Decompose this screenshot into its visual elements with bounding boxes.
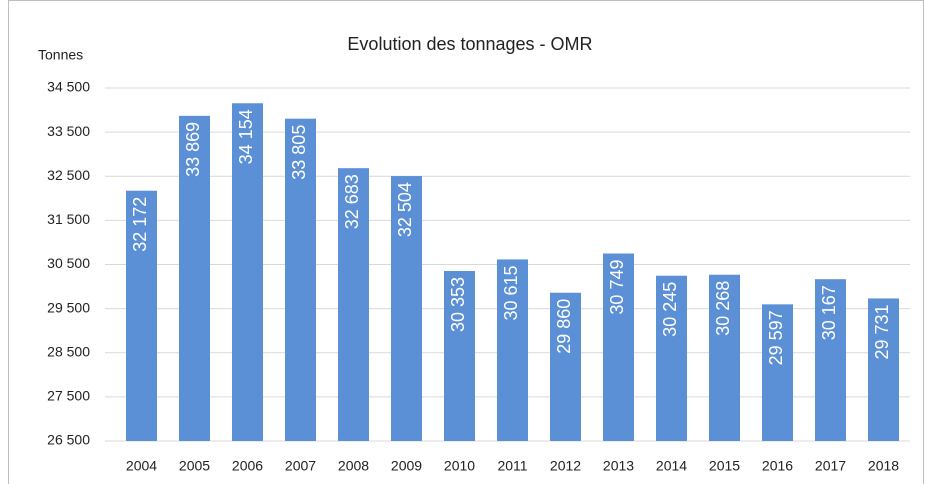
x-tick-label: 2005 bbox=[179, 458, 210, 474]
bar bbox=[497, 259, 528, 441]
value-label: 29 597 bbox=[766, 310, 786, 365]
x-tick-label: 2012 bbox=[550, 458, 581, 474]
bar bbox=[338, 168, 369, 442]
bar bbox=[285, 118, 316, 442]
bar bbox=[232, 103, 263, 442]
y-tick-label: 27 500 bbox=[47, 388, 90, 404]
bar bbox=[391, 176, 422, 442]
bar bbox=[656, 275, 687, 441]
y-tick-label: 31 500 bbox=[47, 211, 90, 227]
bar bbox=[126, 190, 157, 441]
value-label: 33 805 bbox=[289, 125, 309, 180]
y-axis-label: Tonnes bbox=[38, 47, 83, 63]
x-tick-label: 2010 bbox=[444, 458, 475, 474]
bar bbox=[444, 270, 475, 441]
y-tick-label: 33 500 bbox=[47, 123, 90, 139]
bar bbox=[815, 279, 846, 441]
value-label: 29 860 bbox=[554, 299, 574, 354]
value-label: 32 504 bbox=[395, 182, 415, 237]
x-tick-label: 2008 bbox=[338, 458, 369, 474]
value-label: 32 683 bbox=[342, 174, 362, 229]
value-label: 32 172 bbox=[130, 197, 150, 252]
x-tick-label: 2014 bbox=[656, 458, 687, 474]
x-tick-label: 2017 bbox=[815, 458, 846, 474]
y-tick-label: 29 500 bbox=[47, 299, 90, 315]
x-tick-label: 2007 bbox=[285, 458, 316, 474]
bar bbox=[868, 298, 899, 441]
y-tick-label: 34 500 bbox=[47, 79, 90, 95]
value-label: 30 749 bbox=[607, 260, 627, 315]
y-tick-label: 28 500 bbox=[47, 343, 90, 359]
x-tick-label: 2018 bbox=[868, 458, 899, 474]
chart-title: Evolution des tonnages - OMR bbox=[347, 34, 592, 54]
value-label: 34 154 bbox=[236, 109, 256, 164]
y-tick-label: 26 500 bbox=[47, 432, 90, 448]
bar bbox=[179, 115, 210, 442]
bar bbox=[550, 292, 581, 441]
x-tick-label: 2016 bbox=[762, 458, 793, 474]
bar bbox=[603, 253, 634, 441]
value-label: 33 869 bbox=[183, 122, 203, 177]
y-tick-label: 30 500 bbox=[47, 255, 90, 271]
value-label: 30 353 bbox=[448, 277, 468, 332]
x-tick-label: 2004 bbox=[126, 458, 157, 474]
bar bbox=[709, 274, 740, 441]
x-tick-label: 2009 bbox=[391, 458, 422, 474]
value-label: 30 167 bbox=[819, 285, 839, 340]
x-tick-label: 2015 bbox=[709, 458, 740, 474]
x-tick-label: 2013 bbox=[603, 458, 634, 474]
y-tick-label: 32 500 bbox=[47, 167, 90, 183]
value-label: 30 245 bbox=[660, 282, 680, 337]
value-label: 30 615 bbox=[501, 265, 521, 320]
bar bbox=[762, 304, 793, 441]
x-tick-label: 2006 bbox=[232, 458, 263, 474]
value-label: 29 731 bbox=[872, 304, 892, 359]
chart-border bbox=[8, 0, 924, 484]
value-label: 30 268 bbox=[713, 281, 733, 336]
x-tick-label: 2011 bbox=[497, 458, 527, 474]
